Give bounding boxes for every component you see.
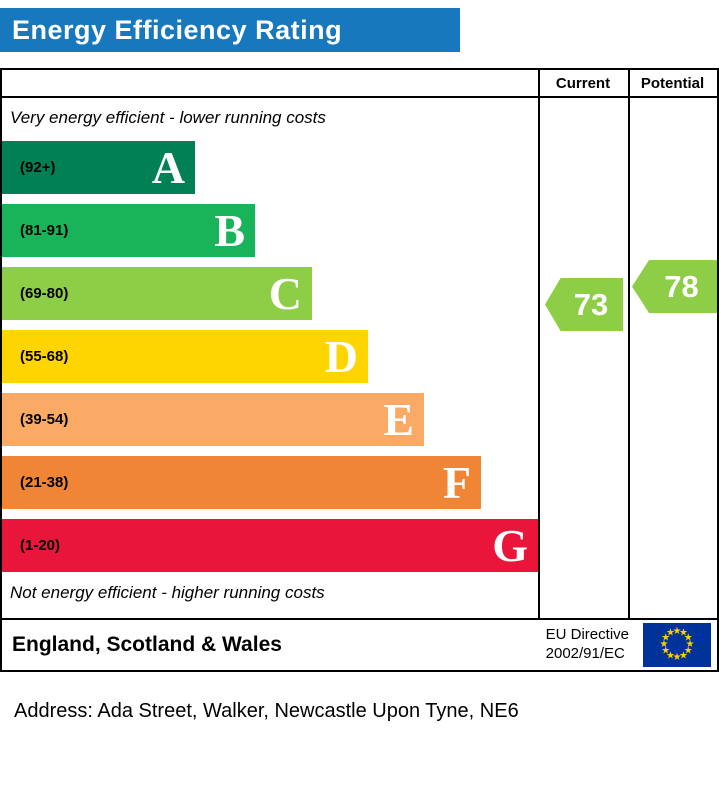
title-banner: Energy Efficiency Rating: [0, 8, 460, 52]
eu-star-icon: ★: [672, 652, 682, 663]
band-letter: E: [383, 393, 414, 445]
eu-star-icon: ★: [672, 626, 682, 637]
eu-star-icon: ★: [683, 645, 693, 657]
eu-star-icon: ★: [666, 650, 675, 662]
band-range-label: (92+): [20, 159, 56, 176]
current-column-header: Current: [555, 74, 611, 92]
potential-rating-value: 78: [664, 268, 699, 304]
eu-star-icon: ★: [679, 650, 688, 662]
band-letter: A: [151, 141, 185, 193]
band-e: (39-54) E: [2, 393, 424, 446]
potential-column-divider: [628, 70, 630, 618]
eu-star-icon: ★: [685, 639, 695, 650]
address-line: Address: Ada Street, Walker, Newcastle U…: [14, 700, 519, 722]
band-letter: C: [268, 267, 302, 319]
eu-directive-line1: EU Directive: [545, 626, 629, 644]
eu-star-icon: ★: [666, 627, 675, 639]
region-label: England, Scotland & Wales: [12, 633, 282, 656]
band-b: (81-91) B: [2, 204, 255, 257]
band-letter: F: [442, 456, 471, 508]
eu-star-icon: ★: [679, 627, 688, 639]
eu-star-icon: ★: [661, 632, 671, 644]
footer-row: England, Scotland & Wales EU Directive 2…: [0, 618, 719, 672]
potential-rating-arrow: 78: [632, 260, 717, 313]
band-letter: D: [324, 330, 358, 382]
eu-directive-label: EU Directive 2002/91/EC: [546, 626, 629, 664]
rating-chart-frame: Current Potential Very energy efficient …: [0, 68, 719, 620]
current-rating-value: 73: [573, 286, 609, 322]
eu-star-icon: ★: [659, 639, 669, 650]
current-column-divider: [538, 70, 540, 618]
band-c: (69-80) C: [2, 267, 312, 320]
band-range-label: (55-68): [20, 348, 69, 365]
band-g: (1-20) G: [2, 519, 538, 572]
top-note: Very energy efficient - lower running co…: [10, 108, 326, 127]
eu-star-icon: ★: [683, 632, 693, 644]
eu-star-icon: ★: [661, 645, 671, 657]
eu-flag-icon: ★ ★ ★ ★ ★ ★ ★ ★ ★ ★ ★ ★: [643, 623, 711, 667]
band-range-label: (69-80): [20, 285, 69, 302]
band-a: (92+) A: [2, 141, 195, 194]
band-letter: B: [214, 204, 245, 256]
rating-bands: (92+) A (81-91) B (69-80) C (55-68) D (39-54) E (2…: [2, 141, 538, 582]
band-range-label: (81-91): [20, 222, 69, 239]
page-title: Energy Efficiency Rating: [12, 14, 343, 45]
band-letter: G: [492, 519, 528, 571]
bottom-note: Not energy efficient - higher running co…: [10, 583, 325, 602]
column-header-row: [2, 70, 717, 98]
band-d: (55-68) D: [2, 330, 368, 383]
potential-column-header: Potential: [640, 74, 705, 92]
band-f: (21-38) F: [2, 456, 481, 509]
band-range-label: (39-54): [20, 411, 69, 428]
band-range-label: (21-38): [20, 474, 69, 491]
current-rating-arrow: 73: [545, 278, 623, 331]
eu-directive-line2: 2002/91/EC: [545, 645, 625, 662]
band-range-label: (1-20): [20, 537, 61, 554]
